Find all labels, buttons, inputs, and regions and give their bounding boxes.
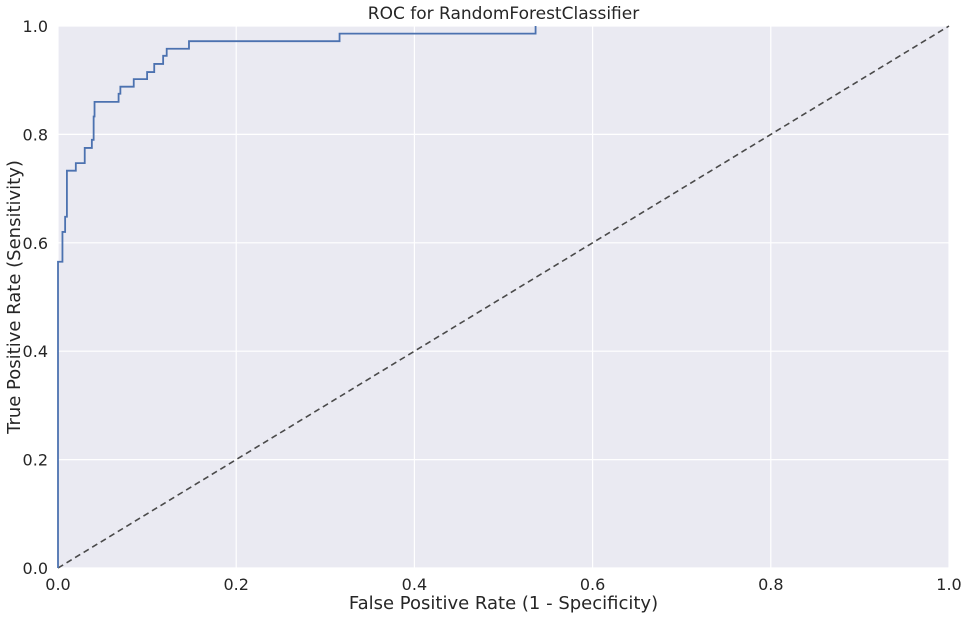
- grid: [57, 25, 950, 569]
- x-tick-label: 0.6: [580, 575, 605, 594]
- tick-labels: 0.0 0.2 0.4 0.6 0.8 1.0 0.0 0.2 0.4 0.6 0.8 1.0: [23, 17, 962, 594]
- series-layer: [57, 25, 950, 569]
- y-tick-label: 1.0: [23, 17, 48, 36]
- y-tick-label: 0.6: [23, 234, 48, 253]
- x-tick-label: 0.8: [758, 575, 783, 594]
- y-tick-label: 0.0: [23, 559, 48, 578]
- reference-diagonal-line: [57, 25, 950, 569]
- chart-title: ROC for RandomForestClassifier: [368, 4, 639, 24]
- x-tick-label: 1.0: [936, 575, 961, 594]
- y-tick-label: 0.8: [23, 125, 48, 144]
- roc-curve-line: [57, 26, 537, 568]
- y-tick-label: 0.4: [23, 342, 48, 361]
- x-tick-label: 0.2: [223, 575, 248, 594]
- y-axis-label: True Positive Rate (Sensitivity): [4, 160, 25, 435]
- x-tick-label: 0.4: [402, 575, 427, 594]
- x-tick-label: 0.0: [45, 575, 70, 594]
- x-axis-label: False Positive Rate (1 - Specificity): [349, 593, 658, 614]
- y-tick-label: 0.2: [23, 451, 48, 470]
